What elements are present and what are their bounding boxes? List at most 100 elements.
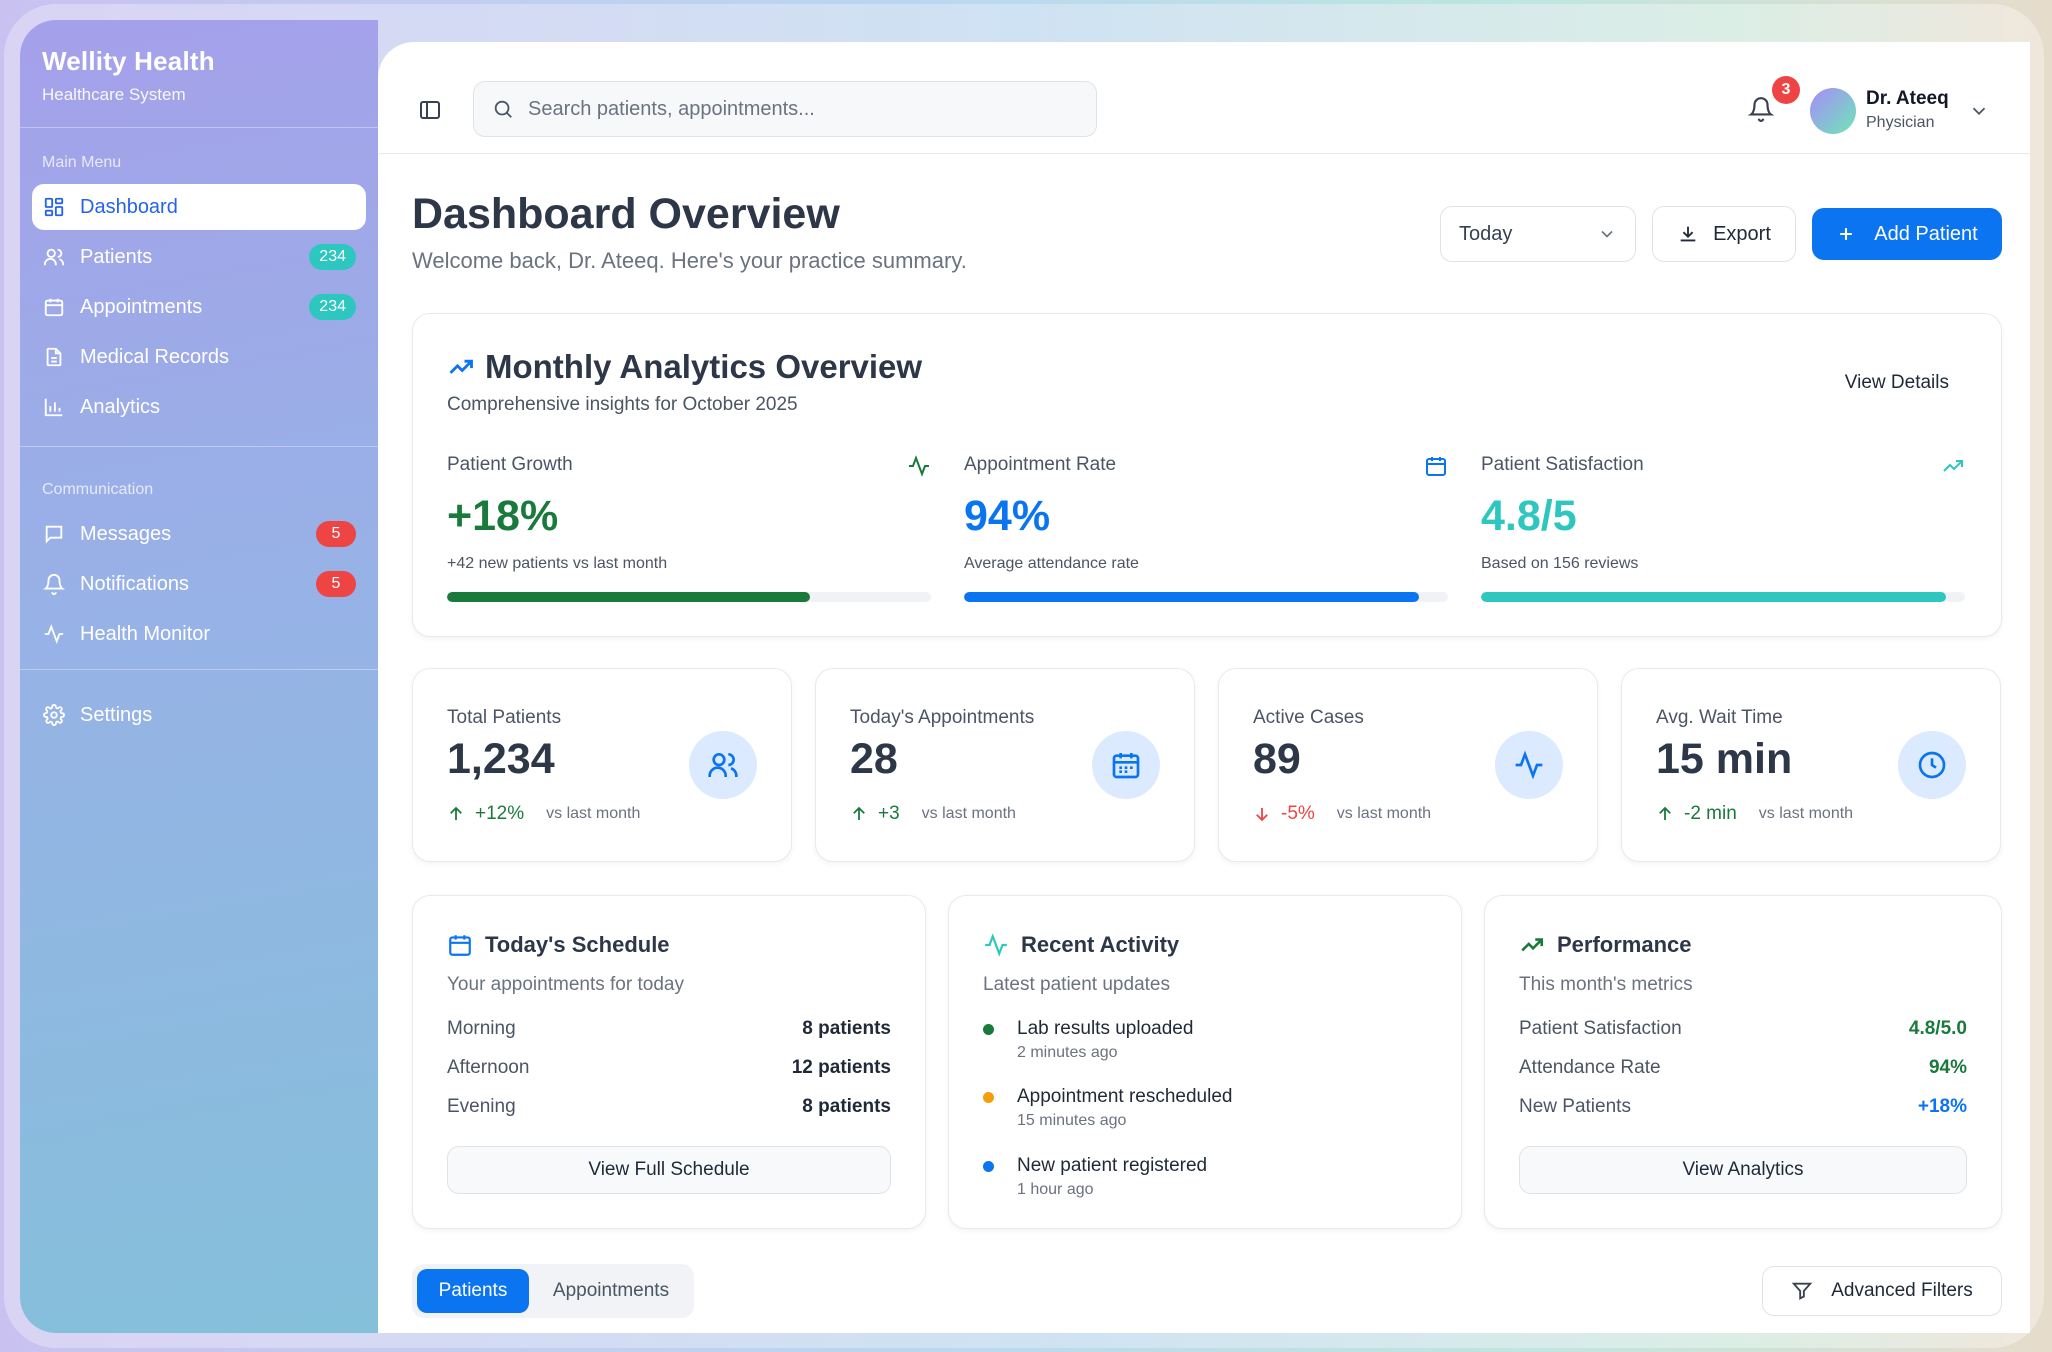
period-select[interactable]: Today: [1440, 206, 1636, 262]
schedule-row: Evening 8 patients: [447, 1096, 891, 1120]
stat-label: Avg. Wait Time: [1656, 707, 1783, 728]
sidebar-item-medical-records[interactable]: Medical Records: [32, 334, 366, 380]
patients-count-badge: 234: [309, 244, 356, 270]
activity-item-time: 2 minutes ago: [1017, 1044, 1118, 1061]
tab-patients[interactable]: Patients: [417, 1269, 529, 1313]
stat-card-avg-wait-time: Avg. Wait Time 15 min -2 min vs last mon…: [1621, 668, 2001, 862]
stat-value: 28: [850, 735, 898, 783]
stat-change-value: +3: [878, 803, 900, 824]
metric-appointment-rate: Appointment Rate 94% Average attendance …: [964, 454, 1448, 604]
sidebar-item-appointments[interactable]: Appointments 234: [32, 284, 366, 330]
schedule-row-value: 12 patients: [791, 1057, 891, 1078]
metric-label: Patient Satisfaction: [1481, 454, 1644, 475]
user-name[interactable]: Dr. Ateeq: [1866, 88, 1949, 109]
metric-value: +18%: [447, 492, 559, 540]
sidebar-item-analytics[interactable]: Analytics: [32, 384, 366, 430]
avatar[interactable]: [1810, 88, 1856, 134]
gear-icon: [42, 703, 66, 727]
calendar-icon: [1112, 753, 1140, 779]
chevron-down-icon[interactable]: [1968, 100, 1990, 122]
stat-change-value: -2 min: [1684, 803, 1737, 824]
activity-item-title: Appointment rescheduled: [1017, 1086, 1233, 1107]
activity-icon: [1515, 750, 1543, 780]
view-details-link[interactable]: View Details: [1844, 372, 1949, 393]
sidebar-toggle-icon[interactable]: [418, 98, 442, 122]
stat-card-total-patients: Total Patients 1,234 +12% vs last month: [412, 668, 792, 862]
arrow-up-icon: [1659, 806, 1671, 820]
sidebar-item-patients[interactable]: Patients 234: [32, 234, 366, 280]
sidebar-divider: [20, 669, 378, 670]
sidebar-item-label: Appointments: [80, 295, 203, 318]
search-input[interactable]: [528, 97, 1068, 121]
sidebar-item-health-monitor[interactable]: Health Monitor: [32, 611, 366, 657]
stat-label: Today's Appointments: [850, 707, 1035, 728]
schedule-title: Today's Schedule: [447, 932, 670, 958]
performance-row-value: +18%: [1917, 1096, 1967, 1117]
activity-item-time: 15 minutes ago: [1017, 1112, 1127, 1129]
performance-row-value: 4.8/5.0: [1908, 1018, 1967, 1039]
stat-label: Total Patients: [447, 707, 562, 728]
sidebar-item-settings[interactable]: Settings: [32, 692, 366, 738]
advanced-filters-label: Advanced Filters: [1831, 1280, 1973, 1301]
notification-bell-icon[interactable]: [1748, 96, 1774, 122]
brand-subtitle: Healthcare System: [42, 85, 186, 104]
schedule-row-label: Evening: [447, 1096, 516, 1117]
analytics-title: Monthly Analytics Overview: [447, 348, 922, 386]
activity-icon: [909, 455, 929, 477]
performance-card: Performance This month's metrics Patient…: [1484, 895, 2002, 1229]
tab-appointments[interactable]: Appointments: [552, 1280, 670, 1301]
view-analytics-button[interactable]: View Analytics: [1519, 1146, 1967, 1194]
filter-icon: [1791, 1282, 1813, 1300]
activity-subtitle: Latest patient updates: [983, 974, 1170, 995]
chevron-down-icon: [1601, 230, 1613, 238]
sidebar-item-label: Analytics: [80, 395, 161, 418]
activity-item: Appointment rescheduled 15 minutes ago: [983, 1086, 1427, 1146]
brand-name: Wellity Health: [42, 46, 215, 76]
performance-subtitle: This month's metrics: [1519, 974, 1693, 995]
users-icon: [708, 753, 738, 777]
brand: Wellity Health Healthcare System: [20, 20, 378, 128]
metric-note: Average attendance rate: [964, 555, 1139, 572]
export-button[interactable]: Export: [1652, 206, 1796, 262]
clock-icon: [1918, 751, 1946, 779]
stat-icon-circle: [689, 731, 757, 799]
analytics-subtitle: Comprehensive insights for October 2025: [447, 394, 798, 415]
topbar: 3 Dr. Ateeq Physician: [378, 42, 2030, 154]
advanced-filters-button[interactable]: Advanced Filters: [1762, 1266, 2002, 1316]
performance-row-value: 94%: [1928, 1057, 1967, 1078]
communication-label: Communication: [42, 481, 154, 498]
sidebar-item-dashboard[interactable]: Dashboard: [32, 184, 366, 230]
stat-change-vs: vs last month: [546, 805, 641, 822]
sidebar-item-label: Medical Records: [80, 345, 229, 368]
progress-track: [1481, 592, 1965, 602]
activity-item-time: 1 hour ago: [1017, 1181, 1094, 1198]
page-subtitle: Welcome back, Dr. Ateeq. Here's your pra…: [412, 248, 967, 273]
stat-change: +12% vs last month: [447, 803, 640, 825]
progress-fill: [447, 592, 810, 602]
stat-value: 1,234: [447, 735, 555, 783]
stat-change: +3 vs last month: [850, 803, 1016, 825]
stat-change-value: -5%: [1281, 803, 1315, 824]
performance-title-text: Performance: [1557, 932, 1692, 957]
metric-patient-growth: Patient Growth +18% +42 new patients vs …: [447, 454, 931, 604]
main-menu-label: Main Menu: [42, 154, 122, 171]
add-patient-button[interactable]: Add Patient: [1812, 208, 2002, 260]
main-content: 3 Dr. Ateeq Physician Dashboard Overview…: [378, 42, 2030, 1333]
sidebar-divider: [20, 446, 378, 447]
view-full-schedule-button[interactable]: View Full Schedule: [447, 1146, 891, 1194]
dashboard-grid-icon: [42, 195, 66, 219]
period-value: Today: [1459, 222, 1513, 245]
activity-item-title: Lab results uploaded: [1017, 1018, 1194, 1039]
schedule-subtitle: Your appointments for today: [447, 974, 684, 995]
recent-activity-card: Recent Activity Latest patient updates L…: [948, 895, 1462, 1229]
trending-up-icon: [449, 359, 473, 374]
sidebar-item-label: Messages: [80, 522, 172, 545]
sidebar-item-messages[interactable]: Messages 5: [32, 511, 366, 557]
search-bar: [473, 81, 1097, 137]
search-icon: [494, 100, 512, 118]
plus-icon: [1840, 228, 1853, 240]
stat-label: Active Cases: [1253, 707, 1364, 728]
schedule-row-label: Morning: [447, 1018, 516, 1039]
stat-card-todays-appointments: Today's Appointments 28 +3 vs last month: [815, 668, 1195, 862]
sidebar-item-notifications[interactable]: Notifications 5: [32, 561, 366, 607]
